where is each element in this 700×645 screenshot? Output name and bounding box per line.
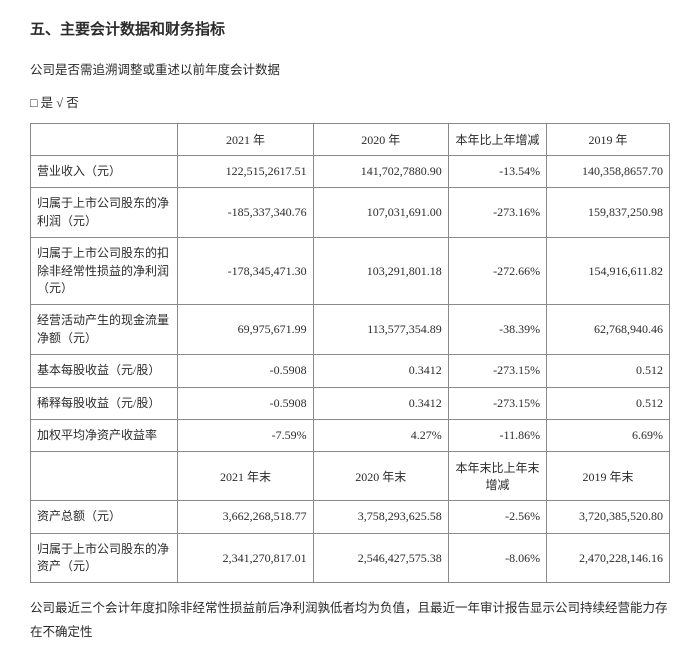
row1-0-c2: 141,702,7880.90 (313, 156, 448, 188)
row1-3-c2: 113,577,354.89 (313, 305, 448, 355)
row1-4-label: 基本每股收益（元/股） (31, 355, 178, 387)
option-line: □ 是 √ 否 (30, 92, 670, 111)
row1-2-c1: -178,345,471.30 (178, 238, 313, 305)
row1-6-c3: -11.86% (448, 419, 546, 451)
row1-5-c4: 0.512 (547, 387, 670, 419)
row1-0-label: 营业收入（元） (31, 156, 178, 188)
header1-col-2: 2020 年 (313, 124, 448, 156)
row1-2-c2: 103,291,801.18 (313, 238, 448, 305)
row2-0-c4: 3,720,385,520.80 (547, 501, 670, 533)
header1-col-0 (31, 124, 178, 156)
row1-0-c4: 140,358,8657.70 (547, 156, 670, 188)
section-heading: 五、主要会计数据和财务指标 (30, 18, 670, 39)
row2-0-label: 资产总额（元） (31, 501, 178, 533)
footnote-text: 公司最近三个会计年度扣除非经常性损益前后净利润孰低者均为负值，且最近一年审计报告… (30, 597, 670, 645)
row1-5-c3: -273.15% (448, 387, 546, 419)
row1-1-label: 归属于上市公司股东的净利润（元） (31, 188, 178, 238)
row1-2-label: 归属于上市公司股东的扣除非经常性损益的净利润（元） (31, 238, 178, 305)
row1-3-c4: 62,768,940.46 (547, 305, 670, 355)
row1-2-c3: -272.66% (448, 238, 546, 305)
row2-0-c1: 3,662,268,518.77 (178, 501, 313, 533)
row1-3-c3: -38.39% (448, 305, 546, 355)
header1-col-4: 2019 年 (547, 124, 670, 156)
row1-0-c1: 122,515,2617.51 (178, 156, 313, 188)
row1-1-c4: 159,837,250.98 (547, 188, 670, 238)
header2-col-1: 2021 年末 (178, 452, 313, 501)
row2-0-c3: -2.56% (448, 501, 546, 533)
row1-6-c1: -7.59% (178, 419, 313, 451)
row1-3-c1: 69,975,671.99 (178, 305, 313, 355)
intro-text: 公司是否需追溯调整或重述以前年度会计数据 (30, 59, 670, 78)
row1-4-c4: 0.512 (547, 355, 670, 387)
row2-1-c3: -8.06% (448, 533, 546, 583)
row1-1-c2: 107,031,691.00 (313, 188, 448, 238)
row1-5-c1: -0.5908 (178, 387, 313, 419)
row1-6-label: 加权平均净资产收益率 (31, 419, 178, 451)
row1-1-c1: -185,337,340.76 (178, 188, 313, 238)
row2-1-label: 归属于上市公司股东的净资产（元） (31, 533, 178, 583)
header1-col-3: 本年比上年增减 (448, 124, 546, 156)
header2-col-0 (31, 452, 178, 501)
row2-0-c2: 3,758,293,625.58 (313, 501, 448, 533)
header2-col-3: 本年末比上年末增减 (448, 452, 546, 501)
row1-4-c3: -273.15% (448, 355, 546, 387)
row1-5-c2: 0.3412 (313, 387, 448, 419)
financial-table: 2021 年2020 年本年比上年增减2019 年营业收入（元）122,515,… (30, 123, 670, 583)
row1-3-label: 经营活动产生的现金流量净额（元） (31, 305, 178, 355)
row1-6-c2: 4.27% (313, 419, 448, 451)
header2-col-2: 2020 年末 (313, 452, 448, 501)
row1-5-label: 稀释每股收益（元/股） (31, 387, 178, 419)
row1-1-c3: -273.16% (448, 188, 546, 238)
header1-col-1: 2021 年 (178, 124, 313, 156)
row1-4-c2: 0.3412 (313, 355, 448, 387)
row2-1-c1: 2,341,270,817.01 (178, 533, 313, 583)
row1-4-c1: -0.5908 (178, 355, 313, 387)
row2-1-c4: 2,470,228,146.16 (547, 533, 670, 583)
row1-2-c4: 154,916,611.82 (547, 238, 670, 305)
row1-0-c3: -13.54% (448, 156, 546, 188)
row2-1-c2: 2,546,427,575.38 (313, 533, 448, 583)
row1-6-c4: 6.69% (547, 419, 670, 451)
header2-col-4: 2019 年末 (547, 452, 670, 501)
